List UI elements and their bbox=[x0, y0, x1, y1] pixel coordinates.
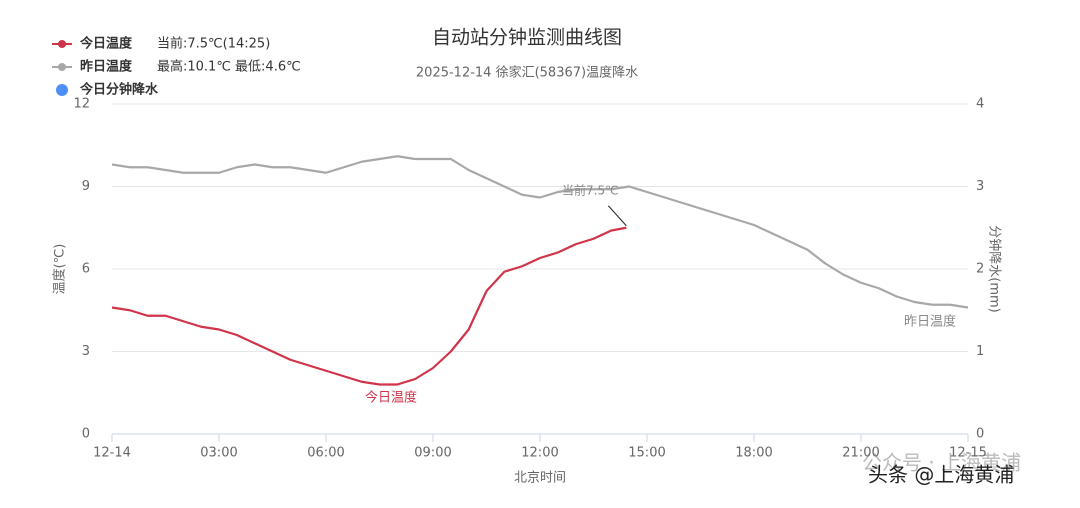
series-line bbox=[111, 226, 627, 386]
x-tick-label: 06:00 bbox=[307, 446, 344, 461]
legend-label: 今日分钟降水 bbox=[79, 82, 159, 98]
legend-note: 当前:7.5℃(14:25) bbox=[157, 36, 270, 52]
chart-subtitle: 2025-12-14 徐家汇(58367)温度降水 bbox=[416, 65, 638, 81]
x-tick-label: 18:00 bbox=[735, 446, 772, 461]
legend-marker bbox=[58, 40, 66, 48]
legend-label: 今日温度 bbox=[79, 36, 133, 52]
y-tick-label: 0 bbox=[82, 427, 90, 442]
legend-label: 昨日温度 bbox=[80, 59, 133, 75]
annotation: 当前7.5℃ bbox=[562, 182, 619, 197]
x-tick-label: 12-14 bbox=[93, 446, 131, 461]
y-tick-label: 9 bbox=[82, 179, 90, 194]
annotation-leader bbox=[607, 205, 627, 227]
chart-title: 自动站分钟监测曲线图 bbox=[432, 27, 622, 49]
y2-tick-label: 2 bbox=[976, 262, 984, 277]
legend-note: 最高:10.1℃ 最低:4.6℃ bbox=[157, 59, 301, 75]
y2-tick-label: 1 bbox=[976, 344, 984, 359]
x-tick-label: 12-15 bbox=[949, 446, 987, 461]
legend-marker bbox=[58, 63, 66, 71]
legend-marker bbox=[56, 84, 68, 96]
watermark: 头条 @上海黄浦 bbox=[868, 463, 1014, 487]
x-tick-label: 12:00 bbox=[521, 446, 558, 461]
line-label: 今日温度 bbox=[365, 390, 417, 406]
y-tick-label: 12 bbox=[73, 97, 90, 112]
y2-tick-label: 3 bbox=[976, 179, 984, 194]
y2-tick-label: 4 bbox=[976, 97, 984, 112]
y2-tick-label: 0 bbox=[976, 427, 984, 442]
x-tick-label: 21:00 bbox=[842, 446, 879, 461]
series-line bbox=[111, 155, 969, 309]
y-tick-label: 3 bbox=[82, 344, 90, 359]
y-axis-title: 温度(℃) bbox=[52, 244, 68, 295]
x-tick-label: 09:00 bbox=[414, 446, 451, 461]
x-axis-title: 北京时间 bbox=[514, 471, 566, 486]
y-tick-label: 6 bbox=[82, 262, 90, 277]
y2-axis-title: 分钟降水(mm) bbox=[987, 225, 1003, 312]
x-tick-label: 03:00 bbox=[200, 446, 237, 461]
x-tick-label: 15:00 bbox=[628, 446, 665, 461]
watermark: 公众号 · 上海黄浦 bbox=[862, 451, 1021, 475]
line-label: 昨日温度 bbox=[904, 314, 956, 330]
